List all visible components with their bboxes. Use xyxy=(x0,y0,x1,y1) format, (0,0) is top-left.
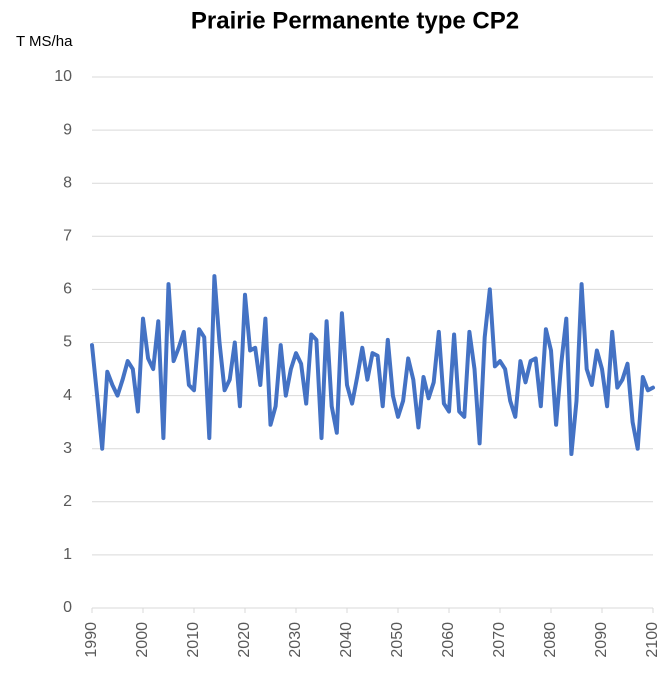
y-tick-label: 3 xyxy=(63,440,72,457)
x-tick-label: 2080 xyxy=(542,622,559,658)
x-tick-label: 2100 xyxy=(644,622,661,658)
x-tick-label: 2040 xyxy=(338,622,355,658)
y-tick-label: 10 xyxy=(54,68,72,85)
x-tick-label: 2090 xyxy=(593,622,610,658)
x-tick-label: 2010 xyxy=(185,622,202,658)
y-tick-label: 2 xyxy=(63,493,72,510)
y-tick-label: 1 xyxy=(63,546,72,563)
y-tick-label: 5 xyxy=(63,334,72,351)
y-tick-label: 4 xyxy=(63,387,72,404)
y-tick-label: 0 xyxy=(63,599,72,616)
x-tick-label: 2030 xyxy=(287,622,304,658)
x-tick-label: 2000 xyxy=(134,622,151,658)
x-tick-label: 1990 xyxy=(83,622,100,658)
x-tick-label: 2060 xyxy=(440,622,457,658)
y-tick-label: 6 xyxy=(63,281,72,298)
data-line xyxy=(90,274,655,457)
y-tick-label: 9 xyxy=(63,121,72,138)
x-tick-label: 2020 xyxy=(236,622,253,658)
chart-title: Prairie Permanente type CP2 xyxy=(191,7,519,34)
x-tick-label: 2070 xyxy=(491,622,508,658)
y-axis-label: T MS/ha xyxy=(16,33,73,50)
y-tick-label: 7 xyxy=(63,228,72,245)
y-tick-label: 8 xyxy=(63,174,72,191)
x-tick-label: 2050 xyxy=(389,622,406,658)
